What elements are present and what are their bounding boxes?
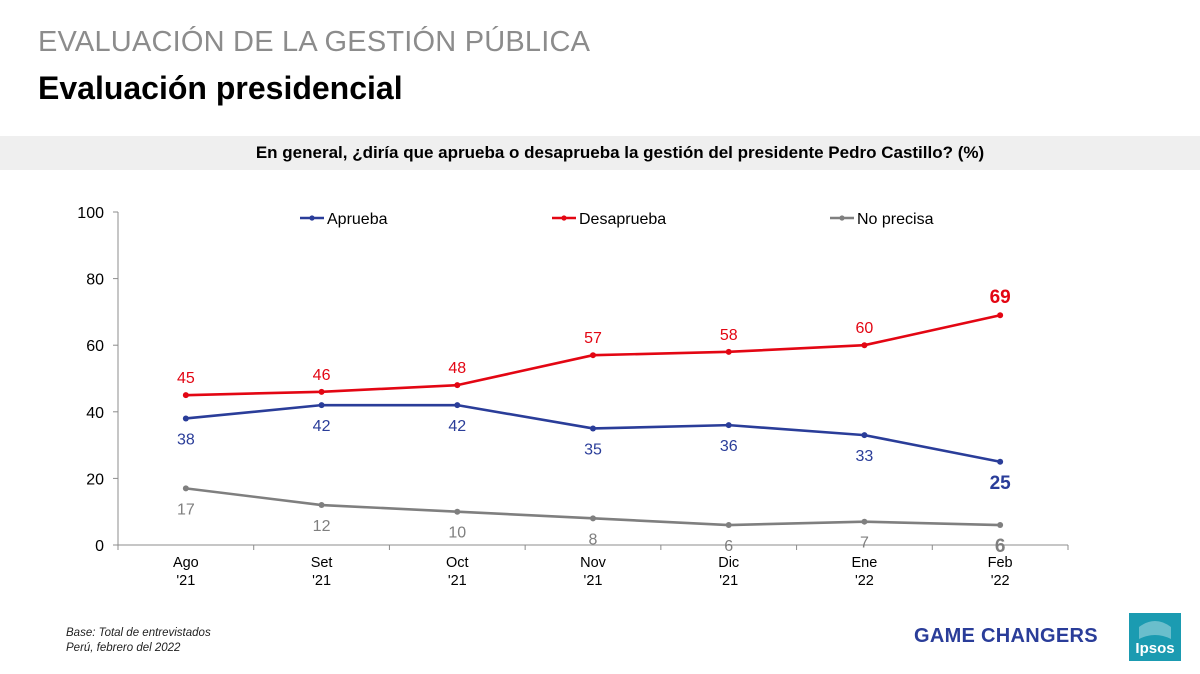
- data-point: [454, 508, 461, 515]
- question-text: En general, ¿diría que aprueba o desapru…: [255, 143, 985, 162]
- data-label: 69: [990, 287, 1011, 308]
- data-label: 33: [856, 448, 874, 465]
- data-point: [182, 485, 189, 492]
- data-label: 38: [177, 431, 195, 448]
- legend-marker: [561, 215, 567, 221]
- y-tick-label: 40: [86, 405, 104, 422]
- data-point: [861, 432, 868, 439]
- x-tick-label: Ene: [852, 555, 878, 571]
- ipsos-logo-text: Ipsos: [1135, 640, 1174, 657]
- data-label: 8: [589, 531, 598, 548]
- y-tick-label: 80: [86, 272, 104, 289]
- data-point: [997, 312, 1004, 319]
- data-label: 42: [313, 418, 331, 435]
- tagline: GAME CHANGERS: [914, 625, 1098, 647]
- page-title: Evaluación presidencial: [38, 70, 403, 106]
- data-label: 12: [313, 518, 331, 535]
- x-tick-label: Set: [311, 555, 333, 571]
- x-tick-label: Dic: [718, 555, 739, 571]
- data-point: [318, 502, 325, 509]
- data-label: 42: [448, 418, 466, 435]
- data-point: [590, 425, 596, 432]
- data-label: 57: [584, 330, 602, 347]
- x-tick-label: Oct: [446, 555, 469, 571]
- data-point: [725, 422, 732, 429]
- data-point: [590, 352, 596, 359]
- y-tick-label: 100: [77, 205, 104, 222]
- data-label: 25: [990, 473, 1012, 494]
- x-tick-label-year: '22: [991, 573, 1010, 589]
- data-label: 6: [995, 536, 1006, 557]
- data-label: 17: [177, 501, 195, 518]
- data-point: [997, 458, 1004, 465]
- supertitle: EVALUACIÓN DE LA GESTIÓN PÚBLICA: [38, 26, 591, 58]
- data-label: 35: [584, 441, 602, 458]
- footnote-base: Base: Total de entrevistados: [66, 627, 211, 639]
- data-label: 58: [720, 327, 738, 344]
- data-point: [182, 392, 189, 399]
- data-point: [318, 402, 325, 409]
- ipsos-logo: Ipsos: [1129, 613, 1181, 661]
- x-tick-label-year: '21: [584, 573, 603, 589]
- data-label: 36: [720, 438, 738, 455]
- data-point: [590, 515, 596, 522]
- x-tick-label-year: '21: [176, 573, 195, 589]
- y-tick-label: 60: [86, 338, 104, 355]
- x-tick-label-year: '21: [719, 573, 738, 589]
- data-label: 48: [448, 360, 466, 377]
- data-label: 10: [448, 525, 466, 542]
- footnote-place: Perú, febrero del 2022: [66, 642, 181, 654]
- x-tick-label-year: '21: [448, 573, 467, 589]
- legend-label: Desaprueba: [579, 211, 666, 228]
- data-point: [454, 402, 461, 409]
- data-point: [861, 342, 868, 349]
- data-point: [725, 348, 732, 355]
- data-label: 45: [177, 370, 195, 387]
- x-tick-label: Feb: [988, 555, 1013, 571]
- legend-marker: [839, 215, 845, 221]
- question-bar: En general, ¿diría que aprueba o desapru…: [0, 136, 1200, 170]
- data-label: 60: [856, 320, 874, 337]
- x-tick-label: Nov: [580, 555, 607, 571]
- data-point: [861, 518, 868, 525]
- x-tick-label: Ago: [173, 555, 199, 571]
- x-tick-label-year: '21: [312, 573, 331, 589]
- x-tick-label-year: '22: [855, 573, 874, 589]
- data-label: 46: [313, 367, 331, 384]
- data-point: [997, 522, 1004, 529]
- data-point: [182, 415, 189, 422]
- legend-marker: [309, 215, 315, 221]
- data-point: [318, 388, 325, 395]
- legend-label: Aprueba: [327, 211, 388, 228]
- data-point: [725, 522, 732, 529]
- y-tick-label: 0: [95, 538, 104, 555]
- data-label: 6: [724, 538, 733, 555]
- footnote: Base: Total de entrevistados Perú, febre…: [66, 626, 211, 656]
- data-label: 7: [860, 535, 869, 552]
- y-tick-label: 20: [86, 471, 104, 488]
- data-point: [454, 382, 461, 389]
- legend-label: No precisa: [857, 211, 934, 228]
